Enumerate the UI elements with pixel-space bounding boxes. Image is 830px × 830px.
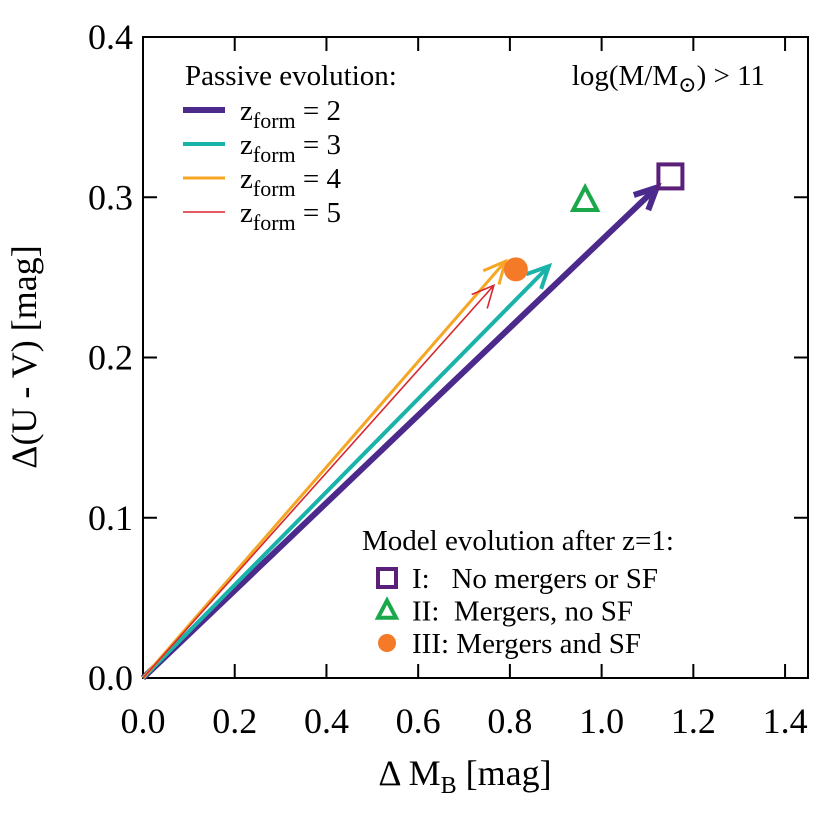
annotation-sub: ⊙ [678, 72, 696, 97]
arrow-head [482, 258, 508, 285]
x-tick-label: 0.8 [487, 701, 532, 741]
x-axis-label-rest: [mag] [457, 753, 552, 793]
x-tick-label: 1.0 [579, 701, 624, 741]
legend-title: Passive evolution: [185, 60, 397, 92]
legend-label: III: Mergers and SF [412, 628, 641, 660]
y-tick-label: 0.0 [88, 658, 133, 698]
y-axis-label: Δ(U - V) [mag] [4, 245, 44, 468]
legend-sub: form [253, 108, 296, 133]
marker [503, 257, 528, 282]
legend-label: I: No mergers or SF [412, 563, 658, 595]
y-tick-label: 0.3 [88, 177, 133, 217]
x-axis-label-sub: B [441, 773, 457, 799]
y-tick-label: 0.2 [88, 338, 133, 378]
x-axis-label-main: Δ M [378, 753, 440, 793]
legend-name: z [240, 197, 253, 229]
marker [656, 162, 685, 191]
y-tick-label: 0.4 [88, 17, 133, 57]
legend-name: z [240, 129, 253, 161]
x-axis-label: Δ MB [mag] [378, 753, 551, 799]
vector-arrow [142, 284, 495, 679]
x-tick-label: 0.2 [212, 701, 257, 741]
legend-rest: = 5 [296, 197, 341, 229]
legend-label: zform = 4 [240, 163, 341, 201]
vector-arrow [141, 260, 507, 679]
x-tick-label: 0.4 [304, 701, 349, 741]
legend-label: zform = 3 [240, 129, 341, 167]
legend-name: z [240, 95, 253, 127]
annotation-main: log(M/M [572, 60, 678, 92]
legend-marker [378, 634, 396, 652]
vector-arrow [141, 264, 551, 680]
x-tick-label: 0.6 [396, 701, 441, 741]
legend-sub: form [253, 210, 296, 235]
legend-label: zform = 2 [240, 95, 341, 133]
legend-label: II: Mergers, no SF [412, 596, 633, 628]
x-tick-label: 1.4 [763, 701, 808, 741]
legend-label: zform = 5 [240, 197, 341, 235]
vector-arrow [140, 185, 659, 681]
y-tick-label: 0.1 [88, 498, 133, 538]
legend-sub: form [253, 142, 296, 167]
legend-rest: = 3 [296, 129, 341, 161]
legend-rest: = 4 [296, 163, 342, 195]
annotation: log(M/M⊙) > 11 [572, 60, 765, 97]
marker [569, 182, 601, 213]
legend-sub: form [253, 176, 296, 201]
legend-rest: = 2 [296, 95, 341, 127]
legend-title: Model evolution after z=1: [362, 525, 674, 557]
legend-marker [374, 596, 400, 620]
annotation-rest: ) > 11 [697, 60, 765, 92]
arrow-head [525, 262, 553, 290]
x-tick-label: 0.0 [121, 701, 166, 741]
legend-name: z [240, 163, 253, 195]
arrow-head [471, 284, 496, 309]
legend-marker [376, 567, 398, 589]
x-tick-label: 1.2 [671, 701, 716, 741]
